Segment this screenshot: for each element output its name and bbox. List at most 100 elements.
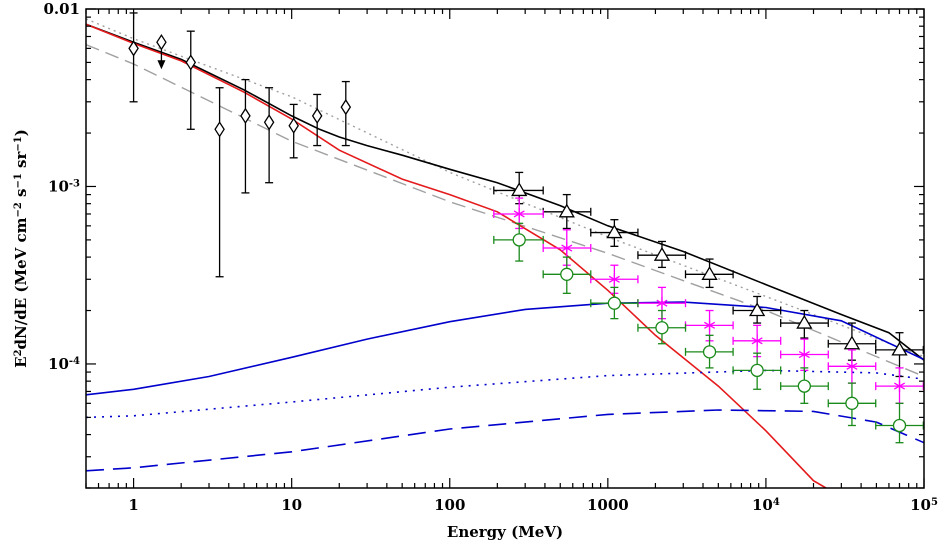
model-curve-2 (86, 23, 924, 361)
diamond-marker (263, 114, 275, 131)
y-title-sup3: −1 (13, 173, 24, 188)
data-point-triangle-4 (684, 258, 734, 289)
circle-marker (702, 345, 717, 359)
data-point-asterisk-7 (827, 349, 877, 384)
y-axis-title: E2dN/dE (MeV cm−2 s−1 sr−1) (12, 129, 30, 368)
model-curve-5 (86, 369, 924, 419)
diamond-marker (156, 34, 167, 51)
y-title-sup4: −1 (13, 136, 24, 151)
triangle-marker (891, 341, 908, 356)
x-tick-label-5: 105 (910, 496, 938, 514)
y-tick-label-base: 0.01 (43, 0, 80, 18)
asterisk-stroke (846, 362, 858, 370)
data-point-diamond-0 (128, 12, 139, 103)
y-tick-label-1: 10-3 (48, 177, 80, 195)
x-tick-label-3: 1000 (587, 496, 629, 514)
data-point-circle-3 (637, 309, 687, 345)
model-curve-0 (86, 18, 924, 358)
y-tick-label-0: 0.01 (43, 0, 80, 18)
y-tick-label-exp: -4 (69, 355, 80, 366)
data-point-asterisk-8 (875, 367, 924, 404)
data-point-triangle-3 (637, 240, 687, 269)
data-point-diamond-2 (185, 30, 197, 130)
diamond-marker (128, 40, 139, 57)
x-tick-label-exp: 5 (931, 497, 938, 508)
asterisk-stroke (893, 382, 906, 390)
y-tick-label-2: 10-4 (48, 355, 80, 373)
circle-marker (560, 267, 574, 281)
x-tick-label-base: 10 (752, 496, 773, 514)
diamond-marker (340, 98, 352, 116)
data-point-circle-0 (493, 222, 544, 262)
triangle-marker (558, 203, 575, 218)
diamond-marker (240, 107, 251, 125)
asterisk-stroke (656, 299, 668, 307)
x-tick-label-1: 10 (281, 496, 302, 514)
triangle-marker (701, 266, 718, 280)
data-point-diamond-8 (340, 80, 352, 147)
model-curves (86, 18, 924, 488)
data-point-diamond-4 (240, 78, 251, 194)
circle-marker (750, 363, 764, 378)
asterisk-stroke (751, 337, 763, 345)
data-point-circle-5 (732, 352, 782, 390)
x-tick-label-0: 1 (128, 496, 138, 514)
data-point-diamond-3 (214, 87, 225, 278)
y-title-sup1: 2 (13, 349, 24, 356)
model-curve-3 (86, 23, 827, 488)
data-point-diamond-7 (311, 93, 323, 147)
upper-limit-arrow (157, 60, 166, 70)
diamond-marker (288, 117, 299, 134)
x-tick-label-2: 100 (434, 496, 465, 514)
model-curve-6 (86, 409, 924, 472)
model-curve-4 (86, 301, 924, 396)
asterisk-stroke (798, 350, 810, 359)
triangle-marker (749, 302, 766, 317)
x-tick-label-base: 10 (910, 496, 931, 514)
asterisk-stroke (704, 321, 716, 329)
triangle-marker (511, 182, 528, 197)
data-point-diamond-6 (288, 103, 299, 159)
diamond-marker (311, 107, 323, 125)
data-point-diamond-1 (156, 34, 167, 70)
circle-marker (512, 233, 526, 247)
circle-marker (607, 296, 622, 310)
asterisk-stroke (608, 275, 620, 283)
data-point-diamond-5 (263, 87, 275, 184)
circle-marker (655, 321, 669, 335)
diamond-marker (214, 121, 225, 138)
circle-marker (845, 396, 859, 410)
data-point-asterisk-1 (542, 229, 592, 266)
y-title-base: E (12, 356, 30, 367)
data-point-asterisk-5 (732, 324, 782, 358)
y-title-mid2: s (12, 189, 30, 203)
data-point-circle-2 (590, 286, 639, 320)
data-point-triangle-6 (780, 309, 829, 339)
triangle-marker (606, 224, 623, 239)
diamond-marker (185, 54, 197, 71)
data-point-circle-7 (827, 382, 877, 427)
y-title-mid3: sr (12, 150, 30, 173)
x-tick-label-base: 1 (128, 496, 138, 514)
axis-ticks (85, 8, 925, 489)
plot-frame (85, 8, 925, 489)
x-tick-label-exp: 4 (773, 497, 780, 508)
circle-marker (892, 418, 907, 433)
y-tick-label-exp: -3 (69, 178, 80, 189)
y-title-mid: dN/dE (MeV cm (12, 217, 30, 349)
x-axis-title: Energy (MeV) (447, 523, 563, 541)
data-point-asterisk-4 (684, 309, 734, 342)
circle-marker (797, 379, 811, 393)
y-title-end: ) (12, 129, 30, 136)
data-point-triangle-5 (732, 295, 782, 324)
triangle-marker (653, 246, 671, 261)
data-point-triangle-1 (542, 193, 592, 230)
x-tick-label-4: 104 (752, 496, 780, 514)
data-point-circle-4 (684, 334, 734, 369)
y-title-sup2: −2 (13, 202, 24, 217)
y-tick-label-base: 10 (48, 355, 69, 373)
y-tick-label-base: 10 (48, 177, 69, 195)
asterisk-stroke (513, 210, 525, 218)
